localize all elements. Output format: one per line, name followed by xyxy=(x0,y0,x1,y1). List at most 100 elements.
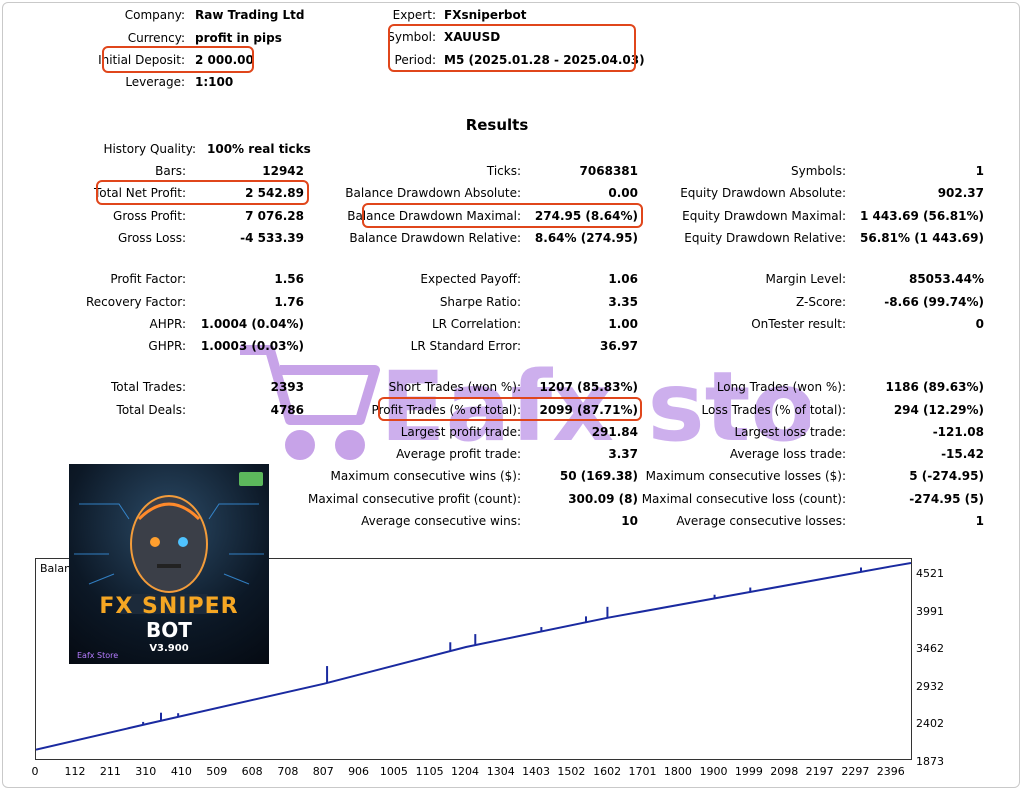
history-quality-value: 100% real ticks xyxy=(207,142,311,156)
balance-series-line xyxy=(36,562,911,751)
x-tick-label: 2098 xyxy=(770,765,799,778)
x-tick-label: 1900 xyxy=(699,765,728,778)
x-tick-label: 906 xyxy=(348,765,370,778)
deposit-highlight xyxy=(102,46,254,73)
short-trades-value: 1207 (85.83%) xyxy=(539,380,638,394)
z-score-value: -8.66 (99.74%) xyxy=(884,295,984,309)
x-tick-label: 608 xyxy=(241,765,263,778)
max-cons-losses-label: Maximum consecutive losses ($): xyxy=(645,469,846,483)
z-score-label: Z-Score: xyxy=(796,295,846,309)
sharpe-ratio-value: 3.35 xyxy=(608,295,638,309)
ticks-value: 7068381 xyxy=(579,164,638,178)
x-tick-label: 1502 xyxy=(557,765,586,778)
profit-trades-value: 2099 (87.71%) xyxy=(539,403,638,417)
loss-trades-label: Loss Trades (% of total): xyxy=(701,403,847,417)
results-title: Results xyxy=(465,116,529,134)
largest-profit-label: Largest profit trade: xyxy=(400,425,521,439)
avg-profit-value: 3.37 xyxy=(608,447,638,461)
max-cons-wins-label: Maximum consecutive wins ($): xyxy=(330,469,521,483)
profit-factor-value: 1.56 xyxy=(274,272,304,286)
profit-trades-label: Profit Trades (% of total): xyxy=(371,403,521,417)
equity-dd-relative-label: Equity Drawdown Relative: xyxy=(684,231,846,245)
recovery-factor-label: Recovery Factor: xyxy=(85,295,186,309)
ghpr-value: 1.0003 (0.03%) xyxy=(200,339,304,353)
x-tick-label: 211 xyxy=(99,765,121,778)
x-tick-label: 1701 xyxy=(628,765,657,778)
x-tick-label: 0 xyxy=(31,765,39,778)
short-trades-label: Short Trades (won %): xyxy=(388,380,521,394)
balance-chart-svg xyxy=(36,562,911,751)
x-tick-label: 410 xyxy=(170,765,192,778)
balance-dd-maximal-value: 274.95 (8.64%) xyxy=(534,209,638,223)
net-profit-label: Total Net Profit: xyxy=(93,186,186,200)
max-cons-wins-value: 50 (169.38) xyxy=(559,469,638,483)
lr-standard-error-value: 36.97 xyxy=(600,339,638,353)
badge-icon xyxy=(239,472,263,486)
symbol-period-highlight xyxy=(388,24,636,72)
symbol-label: Symbol: xyxy=(387,30,436,44)
equity-dd-maximal-label: Equity Drawdown Maximal: xyxy=(682,209,846,223)
largest-loss-label: Largest loss trade: xyxy=(734,425,846,439)
company-label: Company: xyxy=(124,8,185,22)
avg-cons-wins-value: 10 xyxy=(621,514,638,528)
x-tick-label: 807 xyxy=(312,765,334,778)
bars-value: 12942 xyxy=(262,164,304,178)
maximal-cons-loss-value: -274.95 (5) xyxy=(909,492,984,506)
avg-loss-label: Average loss trade: xyxy=(729,447,846,461)
lr-correlation-label: LR Correlation: xyxy=(431,317,521,331)
x-tick-label: 1005 xyxy=(379,765,408,778)
sharpe-ratio-label: Sharpe Ratio: xyxy=(439,295,521,309)
avg-cons-losses-label: Average consecutive losses: xyxy=(676,514,846,528)
avg-loss-value: -15.42 xyxy=(941,447,984,461)
margin-level-value: 85053.44% xyxy=(908,272,984,286)
expected-payoff-label: Expected Payoff: xyxy=(420,272,521,286)
gross-profit-label: Gross Profit: xyxy=(113,209,186,223)
balance-dd-highlight xyxy=(362,203,643,228)
company-value: Raw Trading Ltd xyxy=(195,8,305,22)
period-value: M5 (2025.01.28 - 2025.04.03) xyxy=(444,53,645,67)
total-trades-value: 2393 xyxy=(270,380,304,394)
lr-standard-error-label: LR Standard Error: xyxy=(410,339,521,353)
expected-payoff-value: 1.06 xyxy=(608,272,638,286)
ticks-label: Ticks: xyxy=(486,164,521,178)
x-tick-label: 2396 xyxy=(876,765,905,778)
x-tick-label: 1403 xyxy=(522,765,551,778)
balance-dd-relative-value: 8.64% (274.95) xyxy=(534,231,638,245)
product-brand: Eafx Store xyxy=(77,651,119,660)
x-tick-label: 708 xyxy=(277,765,299,778)
y-tick-label: 3462 xyxy=(916,642,944,656)
largest-loss-value: -121.08 xyxy=(932,425,984,439)
largest-profit-value: 291.84 xyxy=(591,425,638,439)
product-thumbnail: FX SNIPER BOT V3.900 Eafx Store xyxy=(69,464,269,664)
maximal-cons-loss-label: Maximal consecutive loss (count): xyxy=(641,492,846,506)
y-tick-label: 2402 xyxy=(916,717,944,731)
total-trades-label: Total Trades: xyxy=(111,380,186,394)
ghpr-label: GHPR: xyxy=(148,339,186,353)
initial-deposit-value: 2 000.00 xyxy=(195,53,254,67)
y-tick-label: 1873 xyxy=(916,755,944,768)
leverage-value: 1:100 xyxy=(195,75,234,89)
equity-dd-relative-value: 56.81% (1 443.69) xyxy=(860,231,984,245)
x-tick-label: 1999 xyxy=(734,765,763,778)
max-cons-losses-value: 5 (-274.95) xyxy=(909,469,984,483)
history-quality-label: History Quality: xyxy=(103,142,196,156)
profit-trades-highlight xyxy=(378,397,642,421)
symbols-value: 1 xyxy=(975,164,984,178)
x-tick-label: 310 xyxy=(135,765,157,778)
net-profit-highlight xyxy=(96,180,309,205)
bars-label: Bars: xyxy=(155,164,186,178)
maximal-cons-profit-label: Maximal consecutive profit (count): xyxy=(307,492,521,506)
equity-dd-maximal-value: 1 443.69 (56.81%) xyxy=(860,209,984,223)
x-tick-label: 2197 xyxy=(805,765,834,778)
total-deals-value: 4786 xyxy=(270,403,304,417)
avg-cons-losses-value: 1 xyxy=(975,514,984,528)
period-label: Period: xyxy=(394,53,436,67)
currency-value: profit in pips xyxy=(195,31,282,45)
ontester-label: OnTester result: xyxy=(751,317,846,331)
x-tick-label: 509 xyxy=(206,765,228,778)
product-title-line1: FX SNIPER xyxy=(99,594,239,619)
loss-trades-value: 294 (12.29%) xyxy=(893,403,984,417)
product-version: V3.900 xyxy=(149,643,189,654)
balance-dd-absolute-value: 0.00 xyxy=(608,186,638,200)
